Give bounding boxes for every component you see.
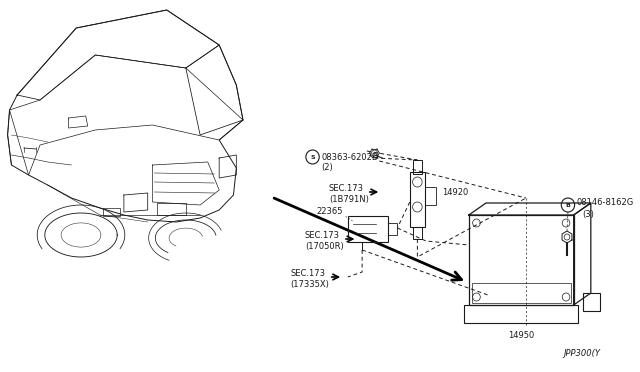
Text: SEC.173: SEC.173 <box>329 183 364 192</box>
Bar <box>469 215 573 305</box>
Text: 08363-6202D: 08363-6202D <box>321 153 378 161</box>
Bar <box>157 203 186 215</box>
Bar <box>425 187 436 205</box>
Text: (1B791N): (1B791N) <box>329 195 369 203</box>
Text: B: B <box>566 202 570 208</box>
Text: SEC.173: SEC.173 <box>305 231 340 240</box>
Text: (17335X): (17335X) <box>291 279 330 289</box>
Text: (3): (3) <box>582 209 594 218</box>
Bar <box>348 216 388 242</box>
Bar <box>413 227 422 239</box>
Text: 14920: 14920 <box>442 187 468 196</box>
Text: (17050R): (17050R) <box>305 241 344 250</box>
Bar <box>413 160 422 174</box>
Text: S: S <box>310 154 315 160</box>
Text: 14950: 14950 <box>508 330 534 340</box>
Bar <box>388 223 397 235</box>
Bar <box>464 305 579 323</box>
Text: 08146-8162G: 08146-8162G <box>577 198 634 206</box>
Bar <box>103 208 120 216</box>
Bar <box>410 172 425 227</box>
Text: SEC.173: SEC.173 <box>291 269 326 278</box>
Text: (2): (2) <box>321 163 333 171</box>
Text: 22365: 22365 <box>317 206 343 215</box>
Text: JPP300(Y: JPP300(Y <box>563 349 600 358</box>
Bar <box>472 283 571 303</box>
Bar <box>583 293 600 311</box>
